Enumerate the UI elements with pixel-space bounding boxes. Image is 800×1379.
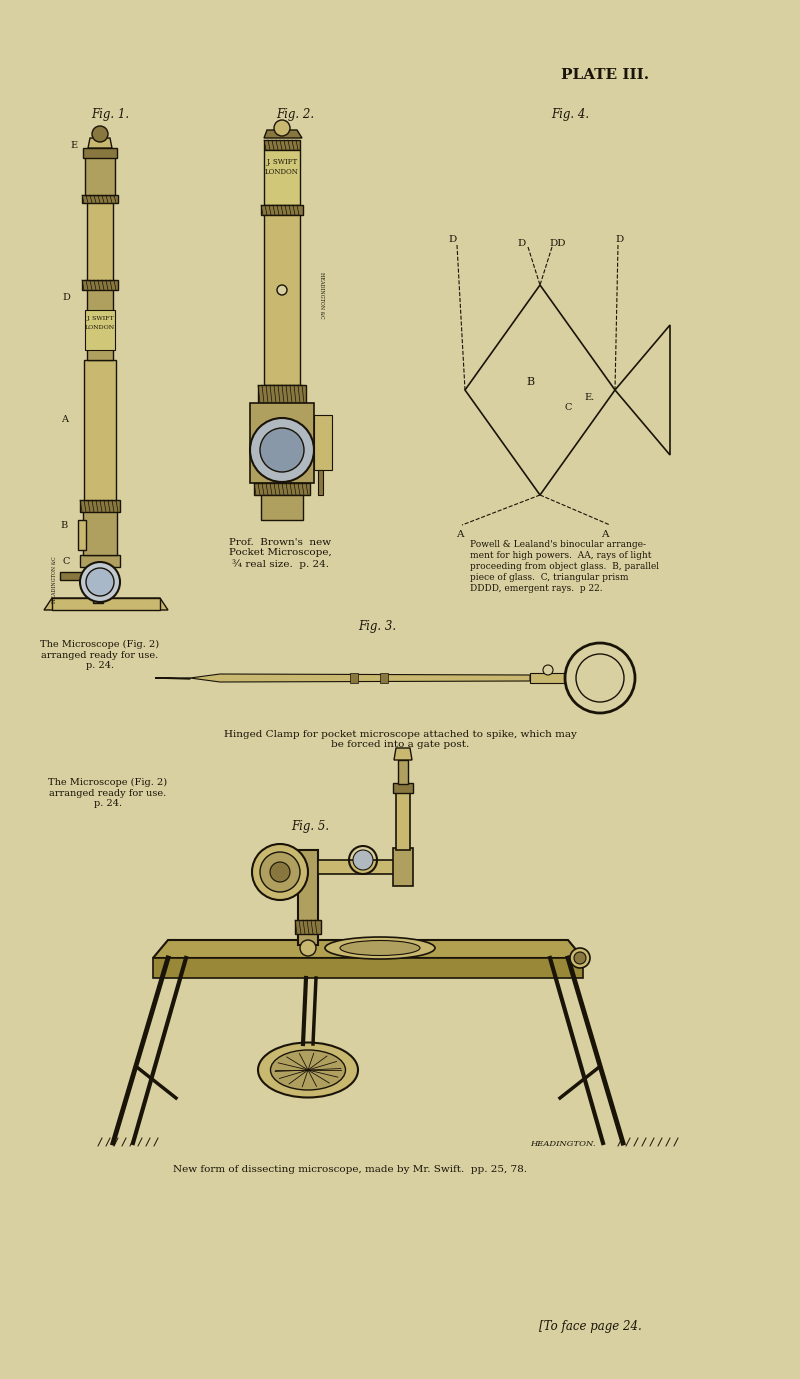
Circle shape	[260, 852, 300, 892]
Text: piece of glass.  C, triangular prism: piece of glass. C, triangular prism	[470, 574, 629, 582]
Text: D: D	[62, 294, 70, 302]
Polygon shape	[264, 130, 302, 138]
Text: DDDD, emergent rays.  p 22.: DDDD, emergent rays. p 22.	[470, 583, 602, 593]
Text: [To face page 24.: [To face page 24.	[538, 1320, 642, 1333]
Text: A: A	[61, 415, 68, 425]
Text: HEADINGTON.: HEADINGTON.	[530, 1140, 595, 1147]
Bar	[264, 150, 300, 205]
Circle shape	[86, 568, 114, 596]
Bar	[261, 205, 303, 215]
Bar	[83, 148, 117, 159]
Ellipse shape	[270, 1049, 346, 1089]
Circle shape	[353, 849, 373, 870]
Text: B: B	[61, 520, 68, 530]
Circle shape	[80, 563, 120, 603]
Text: D: D	[449, 236, 457, 244]
Text: J. SWIFT: J. SWIFT	[266, 159, 298, 165]
Bar	[298, 849, 318, 945]
Text: J. SWIFT: J. SWIFT	[86, 316, 114, 321]
Text: ment for high powers.  AA, rays of light: ment for high powers. AA, rays of light	[470, 552, 651, 560]
Circle shape	[570, 947, 590, 968]
Text: C: C	[564, 404, 572, 412]
Text: Fig. 3.: Fig. 3.	[358, 621, 396, 633]
Text: HEADINGTON &C: HEADINGTON &C	[53, 557, 58, 604]
Bar	[264, 141, 300, 150]
Bar	[314, 415, 332, 470]
Bar	[87, 285, 113, 360]
Text: Hinged Clamp for pocket microscope attached to spike, which may
be forced into a: Hinged Clamp for pocket microscope attac…	[223, 729, 577, 749]
Bar	[318, 860, 398, 874]
Bar	[350, 673, 358, 683]
Text: D: D	[518, 239, 526, 247]
Text: New form of dissecting microscope, made by Mr. Swift.  pp. 25, 78.: New form of dissecting microscope, made …	[173, 1165, 527, 1174]
Text: proceeding from object glass.  B, parallel: proceeding from object glass. B, paralle…	[470, 563, 659, 571]
Bar	[264, 215, 300, 385]
Bar	[393, 848, 413, 885]
Text: A: A	[456, 530, 464, 539]
Bar	[93, 558, 103, 603]
Bar	[83, 510, 117, 554]
Bar	[52, 598, 160, 610]
Bar	[85, 154, 115, 194]
Bar	[82, 194, 118, 203]
Text: E.: E.	[585, 393, 595, 403]
Ellipse shape	[325, 936, 435, 958]
Circle shape	[274, 120, 290, 137]
Text: Prof.  Brown's  new
Pocket Microscope,
¾ real size.  p. 24.: Prof. Brown's new Pocket Microscope, ¾ r…	[229, 538, 331, 568]
Text: Powell & Lealand's binocular arrange-: Powell & Lealand's binocular arrange-	[470, 541, 646, 549]
Text: Fig. 2.: Fig. 2.	[276, 108, 314, 121]
Text: DD: DD	[550, 239, 566, 247]
Text: HEADINGTON &C: HEADINGTON &C	[319, 272, 325, 319]
Polygon shape	[60, 572, 93, 581]
Circle shape	[250, 418, 314, 483]
Circle shape	[300, 940, 316, 956]
Bar	[254, 483, 310, 495]
Ellipse shape	[258, 1043, 358, 1098]
Bar	[80, 501, 120, 512]
Polygon shape	[153, 940, 583, 958]
Circle shape	[574, 952, 586, 964]
Ellipse shape	[340, 940, 420, 956]
Bar	[318, 470, 323, 495]
Text: Fig. 5.: Fig. 5.	[291, 821, 329, 833]
Bar	[393, 783, 413, 793]
Bar	[380, 673, 388, 683]
Text: LONDON: LONDON	[85, 325, 115, 330]
Text: A: A	[602, 530, 609, 539]
Text: B: B	[526, 376, 534, 387]
Bar	[261, 495, 303, 520]
Text: D: D	[616, 236, 624, 244]
Polygon shape	[190, 674, 530, 683]
Bar	[396, 790, 410, 849]
Polygon shape	[394, 747, 412, 760]
Circle shape	[543, 665, 553, 674]
Text: Fig. 1.: Fig. 1.	[91, 108, 129, 121]
Text: LONDON: LONDON	[265, 168, 299, 177]
Bar	[530, 673, 565, 683]
Bar	[87, 200, 113, 280]
Polygon shape	[88, 138, 112, 148]
Circle shape	[277, 285, 287, 295]
Text: C: C	[62, 557, 70, 567]
Circle shape	[92, 125, 108, 142]
Bar	[80, 554, 120, 567]
Bar	[250, 403, 314, 483]
Circle shape	[252, 844, 308, 900]
Bar	[82, 280, 118, 290]
Bar	[398, 760, 408, 785]
Text: Fig. 4.: Fig. 4.	[551, 108, 589, 121]
Polygon shape	[153, 958, 583, 978]
Bar	[84, 360, 116, 501]
Text: PLATE III.: PLATE III.	[561, 68, 649, 81]
Circle shape	[270, 862, 290, 883]
Text: The Microscope (Fig. 2)
arranged ready for use.
p. 24.: The Microscope (Fig. 2) arranged ready f…	[49, 778, 167, 808]
Bar	[78, 520, 86, 550]
Text: E: E	[71, 141, 78, 149]
Polygon shape	[44, 598, 168, 610]
Circle shape	[260, 427, 304, 472]
Bar	[295, 920, 321, 934]
Bar	[258, 385, 306, 403]
Bar	[85, 310, 115, 350]
Text: The Microscope (Fig. 2)
arranged ready for use.
p. 24.: The Microscope (Fig. 2) arranged ready f…	[41, 640, 159, 670]
